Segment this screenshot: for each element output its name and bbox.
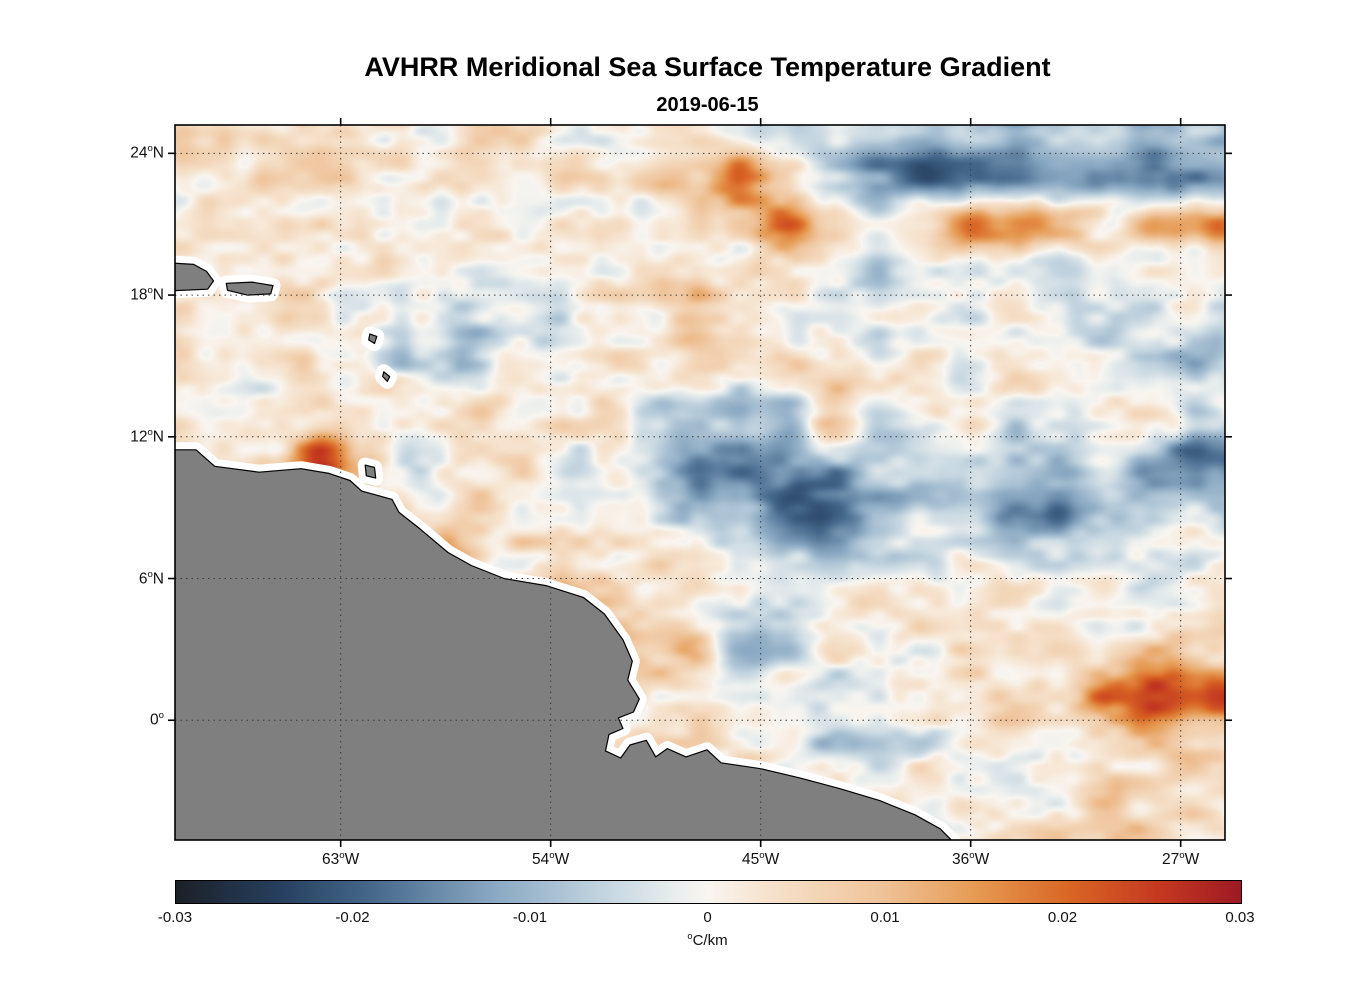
map-plot-area: [175, 125, 1225, 840]
colorbar-units-label: oC/km: [687, 931, 728, 949]
x-tick-label: 27oW: [1162, 849, 1200, 868]
y-tick-label: 6oN: [138, 568, 164, 587]
colorbar-tick-label: 0: [703, 909, 712, 926]
colorbar-tick-label: 0.02: [1047, 909, 1078, 926]
land-south-america: [175, 449, 953, 840]
chart-title: AVHRR Meridional Sea Surface Temperature…: [364, 52, 1051, 82]
colorbar-tick-label: 0.03: [1225, 909, 1255, 926]
x-tick-label: 54oW: [532, 849, 570, 868]
y-tick-label: 0o: [150, 710, 164, 729]
land-trinidad: [364, 464, 377, 479]
colorbar-tick-label: -0.03: [157, 909, 193, 926]
colorbar-tick-label: -0.02: [335, 909, 370, 926]
x-tick-label: 63oW: [322, 849, 360, 868]
land-and-grid-overlay: [175, 125, 1225, 840]
colorbar: [175, 880, 1242, 904]
colorbar-tick-label: -0.01: [512, 909, 548, 926]
y-tick-label: 12oN: [130, 426, 164, 446]
x-tick-label: 36oW: [952, 849, 990, 868]
chart-subtitle: 2019-06-15: [656, 94, 759, 116]
y-tick-label: 18oN: [130, 285, 164, 304]
y-tick-label: 24oN: [130, 143, 164, 162]
x-tick-label: 45oW: [742, 849, 780, 868]
colorbar-tick-label: 0.01: [870, 909, 900, 926]
